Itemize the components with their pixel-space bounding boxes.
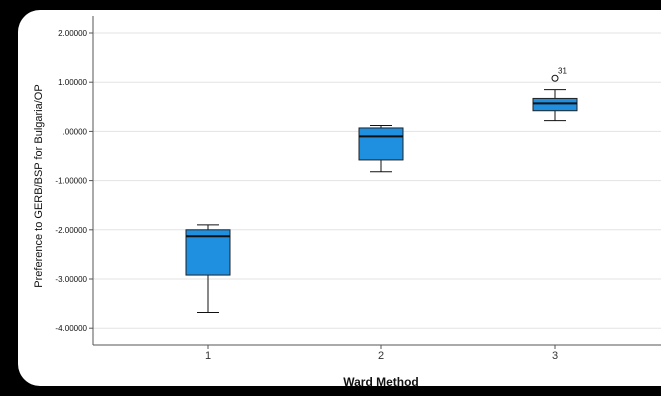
chart-panel — [18, 10, 661, 386]
y-tick-label: -2.00000 — [55, 226, 87, 235]
x-axis-title: Ward Method — [343, 375, 419, 389]
x-tick-label: 1 — [205, 350, 211, 362]
box-iqr — [532, 97, 578, 112]
boxes: 31 — [185, 66, 578, 313]
box-group — [358, 124, 404, 173]
box-iqr — [358, 127, 404, 161]
y-tick-label: 2.00000 — [58, 29, 87, 38]
box-group — [185, 224, 231, 313]
y-tick-label: -1.00000 — [55, 177, 87, 186]
axes: 2.00000 1.00000 .00000 -1.00000 -2.00000 -3.0… — [55, 16, 661, 362]
y-axis-title: Preference to GERB/BSP for Bulgaria/OP — [33, 84, 45, 287]
outlier-label: 31 — [558, 66, 567, 75]
y-tick-label: 1.00000 — [58, 78, 87, 87]
y-tick-label: -3.00000 — [55, 275, 87, 284]
box-iqr — [185, 229, 231, 276]
x-tick-label: 2 — [378, 350, 384, 362]
box-group: 31 — [532, 66, 578, 122]
outlier-point — [551, 74, 559, 82]
y-tick-label: -4.00000 — [55, 324, 87, 333]
y-tick-label: .00000 — [63, 127, 88, 136]
x-tick-label: 3 — [552, 350, 558, 362]
gridlines — [93, 32, 661, 329]
